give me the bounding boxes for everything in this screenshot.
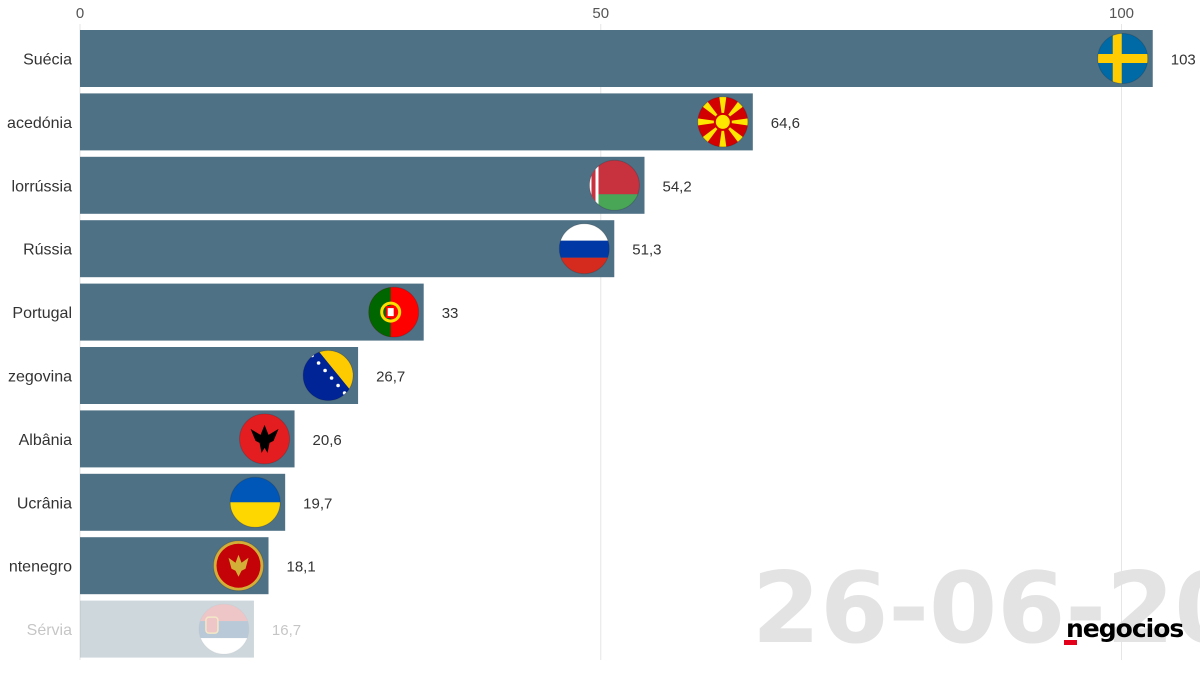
bar: [80, 220, 615, 278]
x-tick-label: 0: [76, 5, 84, 22]
montenegro-flag-icon: [213, 540, 264, 591]
bar-row: ntenegro 18,1: [9, 537, 316, 595]
bar: [80, 93, 753, 151]
category-label: Albânia: [19, 432, 72, 449]
bar-row: Sérvia 16,7: [27, 600, 301, 658]
value-label: 103: [1171, 52, 1196, 69]
category-label: Suécia: [23, 52, 72, 69]
value-label: 18,1: [287, 559, 316, 576]
category-label: Sérvia: [27, 622, 72, 639]
bar: [80, 30, 1153, 87]
value-label: 20,6: [313, 432, 342, 449]
category-label: Rússia: [23, 242, 72, 259]
category-label: acedónia: [7, 115, 72, 132]
russia-flag-icon: [559, 223, 610, 274]
bar: [80, 156, 645, 214]
bar-row: Suécia 103: [23, 30, 1196, 87]
value-label: 51,3: [632, 242, 661, 259]
category-label: Ucrânia: [17, 495, 72, 512]
value-label: 64,6: [771, 115, 800, 132]
bars: Suécia 103 acedónia 64,6 lorrússia 54,2 Rússia…: [7, 30, 1196, 658]
date-watermark: 26-06-2022: [752, 552, 1200, 666]
x-axis: 0 50 100: [76, 5, 1134, 22]
bar: [80, 283, 424, 341]
negocios-logo-text: negocios: [1066, 614, 1184, 643]
bar-row: Albânia 20,6: [19, 410, 342, 468]
category-label: ntenegro: [9, 559, 72, 576]
date-watermark-group: 26-06-2022: [752, 552, 1200, 666]
category-label: lorrússia: [12, 178, 73, 195]
value-label: 33: [442, 305, 459, 322]
bar-row: Portugal 33: [12, 283, 459, 341]
bar-row: Rússia 51,3: [23, 220, 661, 278]
bosnia-flag-icon: [303, 350, 354, 401]
category-label: zegovina: [8, 369, 72, 386]
bar-row: lorrússia 54,2: [12, 156, 692, 214]
serbia-flag-icon: [198, 604, 249, 655]
bar: [80, 600, 254, 658]
negocios-logo[interactable]: negocios: [1064, 612, 1200, 646]
x-tick-label: 100: [1109, 5, 1134, 22]
value-label: 54,2: [662, 178, 691, 195]
value-label: 26,7: [376, 369, 405, 386]
x-tick-label: 50: [592, 5, 609, 22]
negocios-logo-mark: [1064, 640, 1077, 645]
albania-flag-icon: [239, 413, 290, 464]
bar-row: zegovina 26,7: [8, 347, 405, 404]
bar-row: Ucrânia 19,7: [17, 473, 332, 531]
category-label: Portugal: [12, 305, 72, 322]
sweden-flag-icon: [1097, 33, 1148, 84]
bar-row: acedónia 64,6: [7, 93, 800, 151]
portugal-flag-icon: [368, 287, 419, 338]
value-label: 16,7: [272, 622, 301, 639]
value-label: 19,7: [303, 495, 332, 512]
